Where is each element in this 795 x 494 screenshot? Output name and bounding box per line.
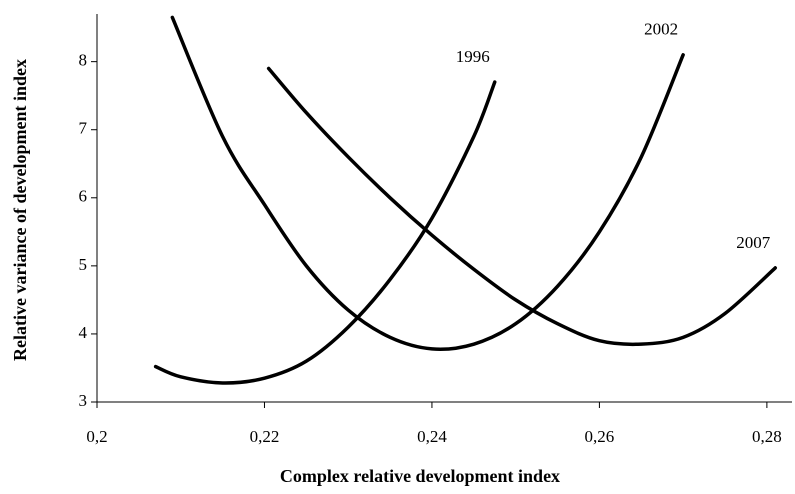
y-axis-label: Relative variance of development index xyxy=(10,59,30,361)
y-tick-label: 4 xyxy=(79,323,88,342)
x-tick-label: 0,22 xyxy=(250,427,280,446)
series-line xyxy=(153,80,497,385)
y-tick-label: 8 xyxy=(79,51,88,70)
x-tick-label: 0,2 xyxy=(86,427,107,446)
series-label: 2002 xyxy=(644,20,678,39)
y-tick-label: 7 xyxy=(79,119,88,138)
x-axis-label: Complex relative development index xyxy=(280,466,560,486)
series-label: 2007 xyxy=(736,233,771,252)
x-tick-label: 0,24 xyxy=(417,427,447,446)
series-line xyxy=(266,66,778,347)
x-tick-label: 0,28 xyxy=(752,427,782,446)
series-line xyxy=(170,15,685,351)
y-tick-label: 6 xyxy=(79,187,88,206)
series-label: 1996 xyxy=(456,47,490,66)
x-tick-label: 0,26 xyxy=(585,427,615,446)
y-tick-label: 5 xyxy=(79,255,88,274)
y-tick-label: 3 xyxy=(79,391,88,410)
